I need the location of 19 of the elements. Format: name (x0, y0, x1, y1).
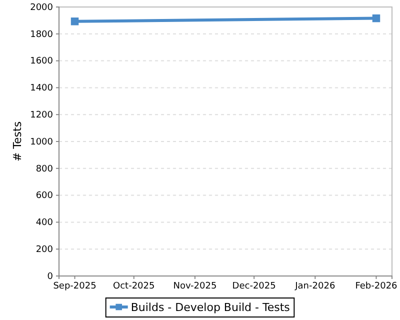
x-tick-label: Dec-2025 (232, 281, 276, 292)
x-tick-label: Feb-2026 (355, 281, 398, 292)
y-tick-label: 400 (36, 218, 54, 228)
y-tick-label: 800 (36, 164, 54, 174)
x-tick-label: Oct-2025 (113, 281, 155, 292)
x-tick-label: Nov-2025 (173, 281, 217, 292)
y-tick-label: 2000 (30, 2, 54, 13)
x-tick-label: Sep-2025 (53, 281, 96, 292)
x-tick-label: Jan-2026 (294, 281, 336, 292)
y-tick-label: 1400 (30, 84, 54, 94)
y-tick-label: 1600 (30, 56, 54, 67)
y-tick-label: 0 (47, 272, 54, 282)
y-tick-label: 600 (36, 191, 54, 202)
legend-label: Builds - Develop Build - Tests (130, 301, 290, 314)
y-tick-label: 200 (36, 244, 54, 255)
y-tick-label: 1200 (30, 110, 54, 120)
y-tick-label: 1800 (30, 30, 54, 40)
y-tick-label: 1000 (30, 137, 54, 148)
y-axis-title: # Tests (11, 121, 24, 162)
